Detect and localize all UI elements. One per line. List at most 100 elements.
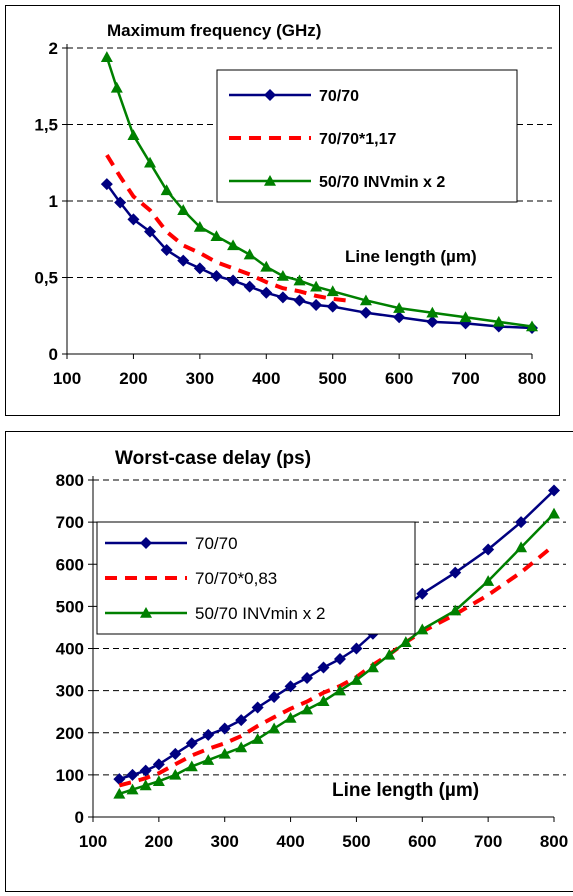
x-tick-label: 300 <box>211 832 239 851</box>
diamond-marker <box>193 262 206 275</box>
diamond-marker <box>449 566 462 579</box>
diamond-marker <box>218 722 231 735</box>
series-3 <box>100 51 538 332</box>
y-tick-label: 1 <box>49 192 58 211</box>
diamond-marker <box>152 758 165 771</box>
triangle-marker <box>144 156 157 168</box>
diamond-marker <box>140 537 152 549</box>
triangle-marker <box>139 779 152 791</box>
x-tick-label: 600 <box>408 832 436 851</box>
x-tick-label: 200 <box>119 369 147 388</box>
diamond-marker <box>114 196 127 209</box>
diamond-marker <box>393 311 406 324</box>
y-tick-label: 700 <box>56 513 84 532</box>
series-2 <box>118 543 556 788</box>
series-3 <box>113 507 560 799</box>
y-tick-label: 0 <box>49 345 58 364</box>
diamond-marker <box>260 286 273 299</box>
diamond-marker <box>100 178 113 191</box>
triangle-marker <box>350 674 363 685</box>
diamond-marker <box>301 671 314 684</box>
triangle-marker <box>548 507 560 519</box>
y-tick-label: 500 <box>56 597 84 616</box>
series-line <box>105 154 347 303</box>
triangle-marker <box>177 204 190 215</box>
triangle-marker <box>193 221 206 232</box>
triangle-marker <box>235 741 248 753</box>
triangle-marker <box>492 315 505 327</box>
triangle-marker <box>113 787 126 799</box>
diamond-marker <box>482 543 495 556</box>
triangle-marker <box>169 768 182 780</box>
legend-label: 50/70 INVmin x 2 <box>195 604 325 623</box>
x-tick-label: 100 <box>53 369 81 388</box>
triangle-marker <box>482 575 495 586</box>
x-axis-label: Line length (µm) <box>345 247 477 266</box>
triangle-marker <box>317 695 330 706</box>
x-tick-label: 500 <box>342 832 370 851</box>
diamond-marker <box>326 300 339 313</box>
diamond-marker <box>268 690 281 703</box>
triangle-marker <box>293 274 306 286</box>
triangle-marker <box>264 175 276 186</box>
legend-label: 70/70 <box>319 88 359 105</box>
diamond-marker <box>359 306 372 319</box>
diamond-marker <box>139 764 152 777</box>
triangle-marker <box>301 703 314 715</box>
x-tick-label: 400 <box>252 369 280 388</box>
triangle-marker <box>326 285 339 297</box>
legend-label: 50/70 INVmin x 2 <box>319 174 445 191</box>
y-tick-label: 0 <box>75 808 84 827</box>
triangle-marker <box>218 747 231 759</box>
frequency-chart-panel: 0 0,5 1 1,5 2 100 200 300 400 500 600 700 800 Maximum… <box>5 5 560 416</box>
y-tick-label: 2 <box>49 39 58 58</box>
diamond-marker <box>243 280 256 293</box>
triangle-marker <box>366 661 379 673</box>
diamond-marker <box>416 587 429 600</box>
y-tick-label: 800 <box>56 471 84 490</box>
delay-chart: 0 100 200 300 400 500 600 700 800 100 200 300 400 500… <box>56 448 569 851</box>
triangle-marker <box>268 722 281 734</box>
triangle-marker <box>383 648 396 660</box>
triangle-marker <box>260 260 273 272</box>
y-tick-label: 1,5 <box>34 116 58 135</box>
triangle-marker <box>251 733 264 744</box>
triangle-marker <box>100 51 113 62</box>
chart-title: Worst-case delay (ps) <box>115 448 311 469</box>
triangle-marker <box>515 541 528 553</box>
diamond-marker <box>169 747 182 760</box>
diamond-marker <box>284 680 297 693</box>
diamond-marker <box>293 294 306 307</box>
diamond-marker <box>251 701 264 714</box>
x-axis-label: Line length (µm) <box>332 780 479 801</box>
diamond-marker <box>515 516 528 529</box>
triangle-marker <box>310 280 323 292</box>
x-tick-label: 700 <box>474 832 502 851</box>
diamond-marker <box>350 642 363 655</box>
triangle-marker <box>160 184 173 196</box>
x-tick-label: 100 <box>79 832 107 851</box>
triangle-marker <box>333 684 346 696</box>
y-tick-label: 100 <box>56 766 84 785</box>
x-tick-label: 700 <box>451 369 479 388</box>
triangle-marker <box>202 754 215 765</box>
x-tick-label: 200 <box>145 832 173 851</box>
legend: 70/70 70/70*0,83 50/70 INVmin x 2 <box>96 521 416 635</box>
y-tick-label: 200 <box>56 724 84 743</box>
legend-label: 70/70 <box>195 534 238 553</box>
diamond-marker <box>276 291 289 304</box>
diamond-marker <box>160 243 173 256</box>
diamond-marker <box>548 484 560 497</box>
x-tick-label: 600 <box>385 369 413 388</box>
diamond-marker <box>310 299 323 312</box>
chart-title: Maximum frequency (GHz) <box>107 21 321 40</box>
frequency-chart: 0 0,5 1 1,5 2 100 200 300 400 500 600 700 800 Maximum… <box>34 21 552 388</box>
x-tick-label: 800 <box>540 832 568 851</box>
triangle-marker <box>110 81 123 93</box>
diamond-marker <box>317 661 330 674</box>
triangle-marker <box>449 604 462 616</box>
diamond-marker <box>185 737 198 750</box>
diamond-marker <box>333 653 346 666</box>
diamond-marker <box>144 225 157 238</box>
y-tick-label: 600 <box>56 555 84 574</box>
